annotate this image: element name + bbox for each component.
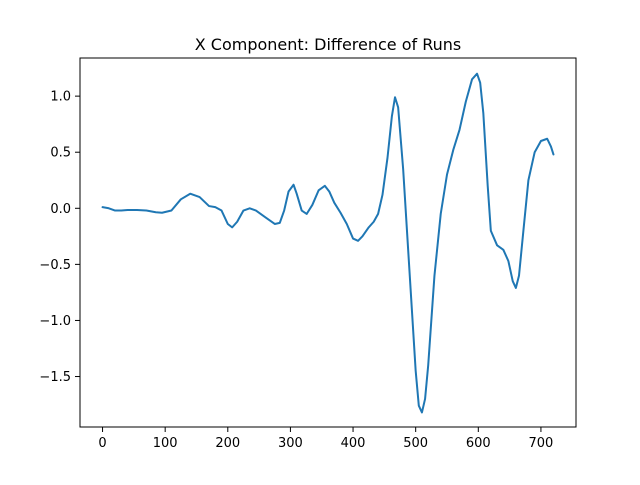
y-tick-label: −1.5 [39, 370, 71, 385]
plot-area [101, 72, 555, 414]
x-tick-label: 200 [215, 436, 240, 451]
x-tick-label: 500 [403, 436, 428, 451]
x-tick-label: 300 [278, 436, 303, 451]
series-line-1 [101, 72, 555, 414]
y-axis: −1.5 −1.0 −0.5 0.0 0.5 1.0 [39, 90, 80, 385]
y-tick-label: 1.0 [50, 90, 71, 105]
y-tick-label: −0.5 [39, 258, 71, 273]
y-tick-label: 0.0 [50, 202, 71, 217]
x-tick-label: 600 [466, 436, 491, 451]
y-tick-label: −1.0 [39, 314, 71, 329]
x-tick-label: 100 [153, 436, 178, 451]
y-tick-label: 0.5 [50, 146, 71, 161]
axes-frame [79, 57, 577, 428]
x-tick-label: 400 [341, 436, 366, 451]
chart-title: X Component: Difference of Runs [195, 35, 462, 54]
x-tick-label: 700 [529, 436, 554, 451]
x-tick-label: 0 [98, 436, 106, 451]
x-axis: 0 100 200 300 400 500 600 700 [98, 427, 553, 451]
